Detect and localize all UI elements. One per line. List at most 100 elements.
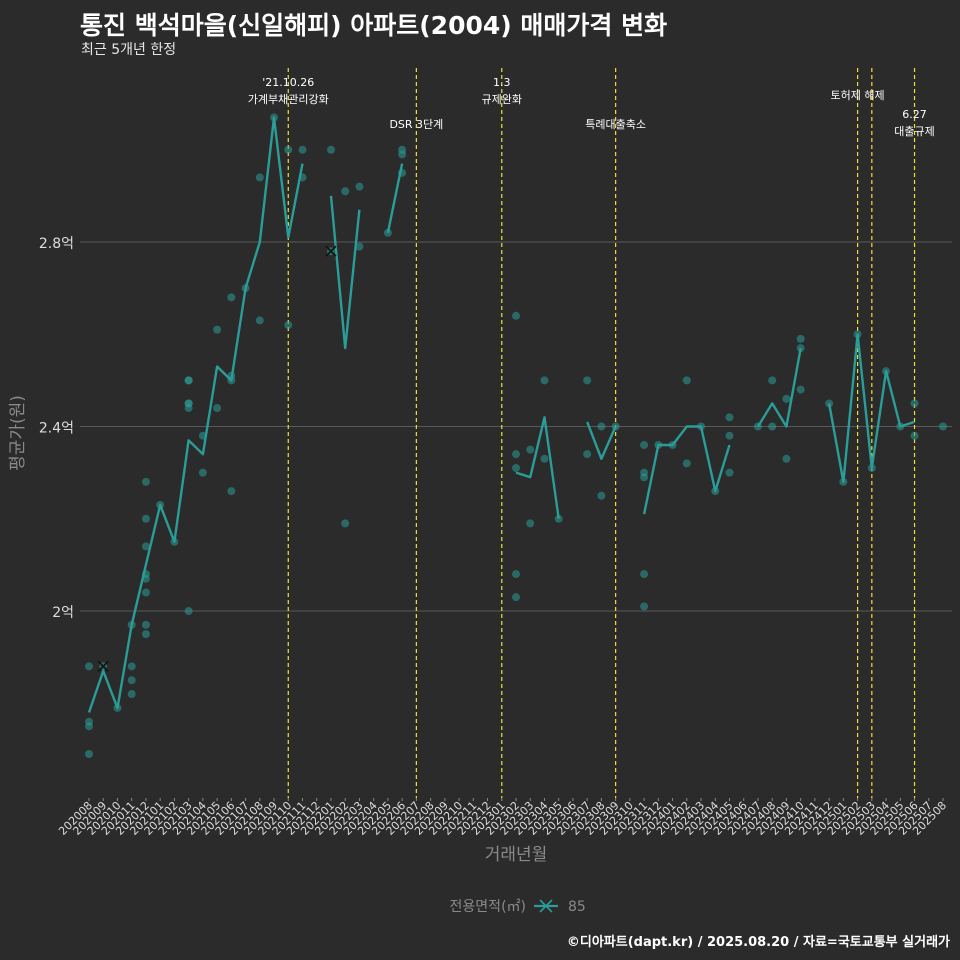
data-point bbox=[127, 662, 136, 671]
data-point bbox=[85, 722, 93, 731]
data-point bbox=[184, 607, 193, 615]
data-point bbox=[583, 450, 592, 459]
data-point bbox=[526, 445, 535, 454]
data-point bbox=[255, 316, 264, 325]
data-point bbox=[583, 376, 592, 385]
data-point bbox=[512, 464, 520, 473]
data-point bbox=[227, 293, 236, 302]
event-annotation-label: 1.3 bbox=[493, 76, 511, 89]
series-line bbox=[87, 116, 304, 713]
data-point bbox=[141, 620, 150, 629]
data-point bbox=[640, 570, 649, 579]
data-point bbox=[213, 404, 222, 413]
event-annotation-label: 대출규제 bbox=[894, 125, 934, 138]
data-point bbox=[725, 413, 734, 422]
legend-entry-label: 85 bbox=[568, 899, 586, 915]
data-point bbox=[512, 311, 520, 320]
data-point bbox=[398, 150, 407, 159]
data-point bbox=[597, 422, 606, 431]
legend: 전용면적(㎡) 85 bbox=[450, 899, 586, 915]
legend-title: 전용면적(㎡) bbox=[450, 899, 526, 915]
x-marker bbox=[97, 660, 109, 672]
data-point bbox=[640, 473, 649, 482]
data-point bbox=[141, 542, 150, 551]
data-point bbox=[127, 676, 136, 685]
data-point bbox=[141, 588, 150, 597]
data-point bbox=[284, 145, 293, 154]
data-point bbox=[554, 514, 563, 523]
data-point bbox=[682, 459, 691, 468]
data-point bbox=[227, 487, 236, 496]
x-marker bbox=[325, 245, 337, 257]
data-point bbox=[127, 690, 136, 699]
legend-x-swatch bbox=[539, 899, 553, 913]
data-point bbox=[341, 519, 350, 528]
data-point bbox=[85, 749, 93, 758]
event-annotation-label: 규제완화 bbox=[482, 93, 522, 106]
data-point bbox=[725, 431, 734, 440]
data-point bbox=[355, 242, 364, 251]
data-point bbox=[141, 514, 150, 523]
series-line bbox=[586, 421, 617, 460]
data-point bbox=[540, 454, 549, 463]
data-point bbox=[198, 468, 207, 477]
data-point bbox=[284, 321, 293, 330]
data-point bbox=[768, 422, 777, 431]
data-point bbox=[141, 477, 150, 486]
source-caption: ©디아파트(dapt.kr) / 2025.08.20 / 자료=국토교통부 실… bbox=[566, 935, 950, 950]
data-point bbox=[597, 491, 606, 500]
event-annotation-label: DSR 3단계 bbox=[389, 118, 443, 131]
data-point bbox=[184, 376, 193, 385]
data-point bbox=[512, 570, 520, 579]
data-point bbox=[782, 454, 791, 463]
y-tick-label: 2억 bbox=[52, 605, 74, 621]
data-point bbox=[540, 376, 549, 385]
data-point bbox=[255, 173, 264, 182]
data-point bbox=[512, 593, 520, 602]
y-tick-label: 2.4억 bbox=[39, 421, 74, 437]
data-point bbox=[796, 344, 805, 353]
data-point bbox=[512, 450, 520, 459]
x-marker-stroke bbox=[97, 660, 109, 672]
data-point bbox=[910, 431, 919, 440]
data-point bbox=[910, 399, 919, 408]
data-point bbox=[725, 468, 734, 477]
event-annotation-label: 특례대출축소 bbox=[585, 118, 646, 131]
data-point bbox=[640, 602, 649, 611]
y-tick-label: 2.8억 bbox=[39, 236, 74, 252]
series-line bbox=[756, 347, 802, 428]
data-point bbox=[326, 145, 335, 154]
data-point bbox=[213, 325, 222, 334]
data-point bbox=[141, 630, 150, 639]
data-point bbox=[768, 376, 777, 385]
data-point bbox=[298, 145, 307, 154]
data-point bbox=[939, 422, 947, 431]
y-axis-title: 평균가(원) bbox=[8, 395, 28, 471]
series-line bbox=[642, 425, 731, 515]
data-point bbox=[526, 519, 535, 528]
event-annotation-label: '21.10.26 bbox=[262, 76, 314, 89]
data-point bbox=[355, 182, 364, 191]
data-point bbox=[341, 187, 350, 196]
event-annotation-label: 토허제 해제 bbox=[831, 88, 885, 102]
series-line bbox=[329, 195, 361, 350]
data-point bbox=[796, 334, 805, 343]
series-line bbox=[386, 163, 404, 234]
data-point bbox=[640, 440, 649, 449]
data-point bbox=[796, 385, 805, 394]
x-marker-stroke bbox=[325, 245, 337, 257]
data-point bbox=[682, 376, 691, 385]
data-point bbox=[85, 662, 93, 671]
data-point bbox=[782, 394, 791, 403]
plot-area bbox=[85, 113, 947, 758]
series-line bbox=[827, 333, 915, 484]
series-line bbox=[515, 416, 560, 519]
chart-title: 통진 백석마을(신일해피) 아파트(2004) 매매가격 변화 bbox=[80, 11, 668, 40]
chart-subtitle: 최근 5개년 한정 bbox=[81, 42, 177, 58]
x-axis-title: 거래년월 bbox=[485, 845, 548, 865]
data-point bbox=[184, 399, 193, 408]
event-annotation-label: 가계부채관리강화 bbox=[248, 93, 329, 106]
event-annotation-label: 6.27 bbox=[902, 108, 927, 121]
